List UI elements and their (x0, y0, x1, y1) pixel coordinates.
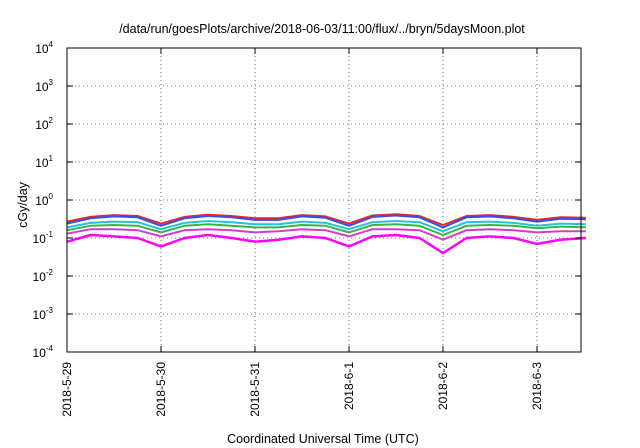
y-tick-label: 104 (35, 40, 53, 56)
x-tick-label: 2018-6-1 (342, 362, 356, 410)
x-tick-label: 2018-5-30 (154, 362, 168, 417)
plot-frame (66, 47, 582, 353)
y-tick-label: 10-3 (33, 306, 54, 322)
x-tick-label: 2018-5-29 (60, 362, 74, 417)
ticks: 10-4 10-3 10-2 10-1 100 101 102 103 104 2018-5-29… (33, 40, 581, 417)
series-group (66, 213, 586, 255)
y-tick-label: 10-4 (33, 344, 54, 360)
y-tick-label: 100 (35, 192, 53, 208)
series-line-3 (66, 220, 586, 233)
y-tick-label: 101 (35, 154, 53, 170)
series-line-2 (66, 214, 586, 229)
y-axis-label: cGy/day (16, 181, 30, 228)
grid (67, 48, 581, 352)
y-tick-label: 102 (35, 116, 53, 132)
x-tick-label: 2018-5-31 (248, 362, 262, 417)
x-axis-label: Coordinated Universal Time (UTC) (227, 432, 419, 446)
y-tick-label: 103 (35, 78, 53, 94)
series-line-4 (66, 223, 586, 236)
y-tick-label: 10-1 (33, 230, 54, 246)
series-line-1 (66, 213, 586, 226)
y-tick-label: 10-2 (33, 268, 54, 284)
chart-title: /data/run/goesPlots/archive/2018-06-03/1… (119, 22, 525, 36)
x-tick-label: 2018-6-3 (530, 362, 544, 410)
series-line-6 (66, 233, 586, 255)
x-tick-label: 2018-6-2 (436, 362, 450, 410)
series-line-5 (66, 228, 586, 241)
